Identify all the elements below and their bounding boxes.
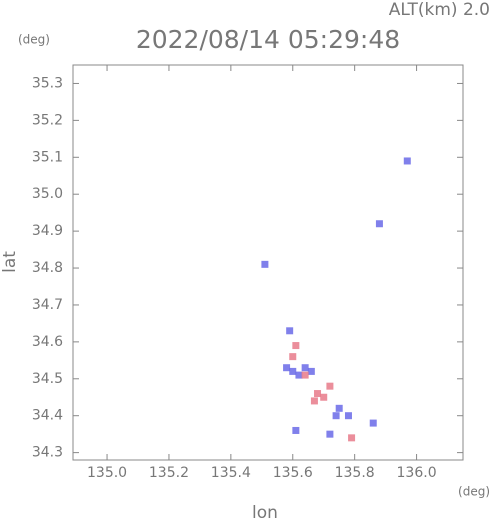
y-tick-label: 35.0 [32, 186, 63, 202]
y-tick-label: 34.9 [32, 223, 63, 239]
echo-point [301, 371, 309, 379]
altitude-label: ALT(km) 2.0 [389, 0, 490, 20]
x-tick-label: 135.0 [87, 465, 127, 481]
echo-point [289, 367, 297, 375]
x-tick-label: 135.8 [335, 465, 375, 481]
y-tick-label: 34.3 [32, 445, 63, 461]
x-axis-label: lon [252, 503, 278, 521]
y-tick-label: 34.4 [32, 408, 63, 424]
echo-point [292, 342, 300, 350]
chart-title: 2022/08/14 05:29:48 [136, 25, 400, 54]
x-unit: (deg) [458, 485, 490, 499]
echo-point [283, 364, 291, 372]
echo-point [344, 412, 352, 420]
echo-point [369, 419, 377, 427]
echo-point [307, 367, 315, 375]
x-tick-label: 135.4 [211, 465, 251, 481]
echo-point [292, 426, 300, 434]
echo-point [301, 364, 309, 372]
y-axis-label: lat [0, 251, 20, 273]
echo-point [310, 397, 318, 405]
y-tick-label: 35.2 [32, 112, 63, 128]
echo-point [261, 260, 269, 268]
y-tick-label: 35.1 [32, 149, 63, 165]
echo-point [286, 327, 294, 335]
x-tick-label: 136.0 [397, 465, 437, 481]
echo-point [326, 430, 334, 438]
y-tick-label: 34.8 [32, 260, 63, 276]
y-tick-label: 34.5 [32, 371, 63, 387]
echo-point [335, 404, 343, 412]
y-tick-label: 34.6 [32, 334, 63, 350]
y-tick-label: 35.3 [32, 75, 63, 91]
echo-point [348, 434, 356, 442]
echo-point [320, 393, 328, 401]
echo-point [289, 353, 297, 361]
y-tick-label: 34.7 [32, 297, 63, 313]
plot-frame [72, 64, 464, 461]
echo-point [375, 220, 383, 228]
echo-point [326, 382, 334, 390]
echo-point [314, 390, 322, 398]
x-tick-label: 135.6 [273, 465, 313, 481]
y-unit: (deg) [18, 33, 50, 47]
echo-point [332, 412, 340, 420]
x-tick-label: 135.2 [149, 465, 189, 481]
echo-point [403, 157, 411, 165]
echo-point [295, 371, 303, 379]
